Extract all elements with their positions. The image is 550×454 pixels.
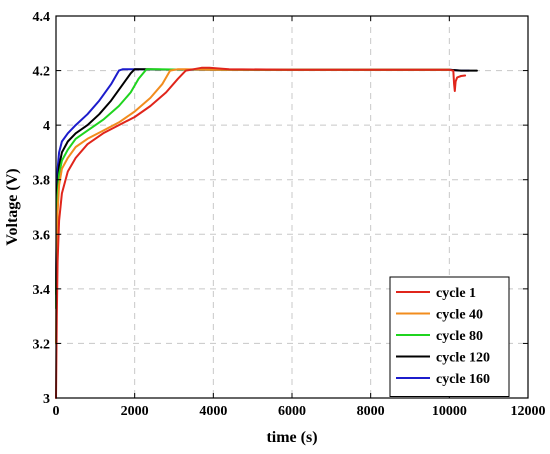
x-tick-label: 2000 xyxy=(121,404,149,419)
x-tick-label: 6000 xyxy=(278,404,306,419)
series-line xyxy=(55,66,467,399)
legend-label: cycle 40 xyxy=(436,308,483,323)
y-tick-label: 4 xyxy=(43,119,50,134)
x-axis-title: time (s) xyxy=(266,429,317,446)
x-tick-label: 0 xyxy=(53,404,60,419)
x-tick-labels: 0 2000 4000 6000 8000 10000 12000 xyxy=(53,404,546,419)
y-tick-label: 3.8 xyxy=(33,174,51,189)
legend: cycle 1 cycle 40 cycle 80 cycle 120 cycle 16… xyxy=(389,276,510,397)
legend-label: cycle 80 xyxy=(436,329,483,344)
y-tick-label: 3 xyxy=(43,392,50,407)
legend-label: cycle 120 xyxy=(436,351,490,366)
x-tick-label: 8000 xyxy=(357,404,385,419)
x-tick-label: 10000 xyxy=(432,404,467,419)
y-tick-label: 4.2 xyxy=(33,65,51,80)
y-axis-title: Voltage (V) xyxy=(4,168,21,245)
legend-label: cycle 160 xyxy=(436,372,490,387)
tick-marks xyxy=(55,15,529,399)
legend-box xyxy=(389,276,510,397)
y-tick-label: 4.4 xyxy=(33,10,51,25)
x-tick-label: 4000 xyxy=(199,404,227,419)
legend-label: cycle 1 xyxy=(436,286,476,301)
y-tick-label: 3.4 xyxy=(33,283,51,298)
y-tick-label: 3.6 xyxy=(33,228,51,243)
y-tick-labels: 3 3.2 3.4 3.6 3.8 4 4.2 4.4 xyxy=(33,10,51,407)
y-tick-label: 3.2 xyxy=(33,337,51,352)
x-tick-label: 12000 xyxy=(511,404,546,419)
